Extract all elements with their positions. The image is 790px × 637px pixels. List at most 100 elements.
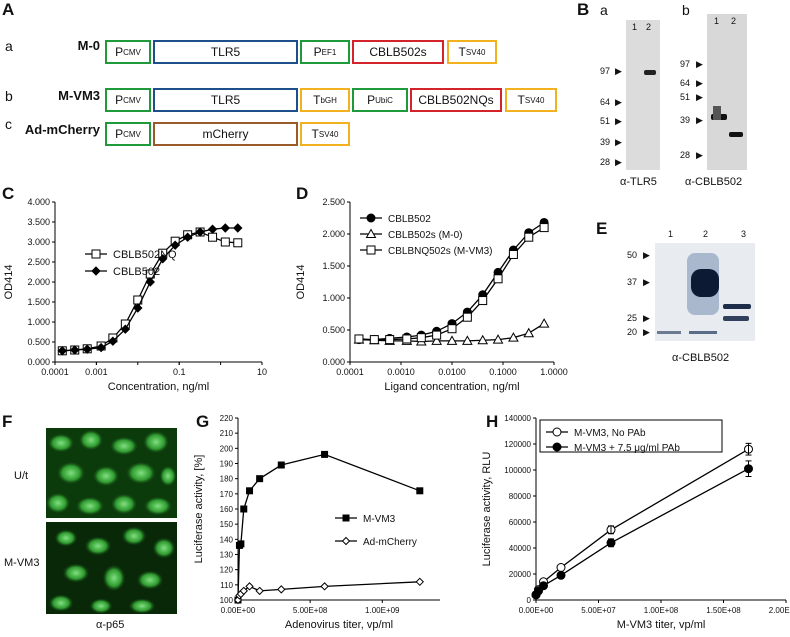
marker-arrow-icon: ▶ xyxy=(643,250,650,260)
e-band-lane3-b xyxy=(723,316,749,321)
y-tick-label: 0 xyxy=(527,596,532,605)
x-tick-label: 10 xyxy=(257,367,267,377)
blot-e xyxy=(655,243,755,341)
legend-label: M-VM3 + 7.5 μg/ml PAb xyxy=(574,443,680,454)
element-label: CBLB502s xyxy=(369,45,427,59)
e-band-lane1 xyxy=(657,331,681,334)
blot-a-marker-64: 64 xyxy=(600,97,611,107)
chart-g: 100 110 120 130 140 150 160 170 180 190 200 210 220 0… xyxy=(193,414,440,631)
blot-a-caption: α-TLR5 xyxy=(620,176,657,188)
element-subscript: bGH xyxy=(320,95,337,105)
legend-label: CBLB502NQ xyxy=(113,249,177,261)
legend-label: Ad-mCherry xyxy=(363,537,417,548)
blot-tlr5: 1 2 xyxy=(626,20,660,170)
legend-marker xyxy=(342,514,350,522)
y-tick-label: 3.000 xyxy=(27,237,50,247)
marker-arrow-icon: ▶ xyxy=(696,92,703,102)
data-point xyxy=(321,450,329,458)
x-tick-label: 0.0100 xyxy=(438,367,466,377)
x-tick-label: 0.001 xyxy=(85,367,108,377)
blot-b-marker-64: 64 xyxy=(680,78,691,88)
element-label: P xyxy=(313,45,322,59)
data-point xyxy=(237,540,245,548)
data-point xyxy=(508,332,519,342)
chart-c: 0.000 0.500 1.000 1.500 2.000 2.500 3.000 3.500… xyxy=(3,197,267,393)
blot-e-marker-37: 37 xyxy=(627,277,638,287)
element-subscript: SV40 xyxy=(524,95,545,105)
x-tick-label: 0.0010 xyxy=(387,367,415,377)
element-subscript: SV40 xyxy=(465,47,486,57)
y-tick-label: 130 xyxy=(220,551,234,560)
series-line xyxy=(535,448,749,596)
marker-arrow-icon: ▶ xyxy=(696,78,703,88)
series-1 xyxy=(57,223,243,356)
y-tick-label: 140000 xyxy=(504,414,531,423)
data-point xyxy=(233,238,243,248)
marker-arrow-icon: ▶ xyxy=(643,313,650,323)
data-point xyxy=(57,346,67,356)
construct-element: CBLB502s xyxy=(352,40,444,64)
cblb-band-2 xyxy=(729,132,743,137)
data-point xyxy=(239,586,248,596)
marker-arrow-icon: ▶ xyxy=(615,137,622,147)
data-point xyxy=(538,318,550,328)
x-axis-title: Concentration, ng/ml xyxy=(108,381,210,393)
data-point xyxy=(492,334,504,344)
y-tick-label: 2.500 xyxy=(322,197,345,207)
blot-a-lane-2: 2 xyxy=(646,22,652,32)
data-point xyxy=(447,324,457,334)
x-tick-label: 1.00E+09 xyxy=(365,606,400,615)
microscopy-caption: α-p65 xyxy=(96,619,125,631)
y-axis-title: Luciferase activity, RLU xyxy=(481,452,493,567)
legend-marker xyxy=(366,213,376,223)
element-subscript: CMV xyxy=(123,129,141,139)
data-point xyxy=(523,327,535,338)
element-label: P xyxy=(115,127,124,141)
legend-label: M-VM3, No PAb xyxy=(574,428,646,439)
blot-e-lane-3: 3 xyxy=(741,229,747,239)
y-tick-label: 1.000 xyxy=(27,317,50,327)
series-line xyxy=(237,581,420,601)
x-tick-label: 1.50E+08 xyxy=(706,606,741,615)
panel-c-letter: C xyxy=(2,184,15,203)
marker-arrow-icon: ▶ xyxy=(696,59,703,69)
construct-name-mvm3: M-VM3 xyxy=(58,88,100,103)
y-tick-label: 140 xyxy=(220,535,234,544)
element-label: mCherry xyxy=(202,127,249,141)
series-0 xyxy=(234,450,424,604)
legend-label: CBLB502 xyxy=(113,266,160,278)
panel-b-letter: B xyxy=(577,0,590,19)
legend-marker xyxy=(341,536,351,546)
panel-g-letter: G xyxy=(196,412,210,431)
marker-arrow-icon: ▶ xyxy=(696,115,703,125)
x-axis-title: Ligand concentration, ng/ml xyxy=(384,381,519,393)
y-tick-label: 1.000 xyxy=(322,293,345,303)
data-point xyxy=(120,324,131,334)
data-point xyxy=(462,312,472,322)
blot-b-letter: b xyxy=(682,2,690,18)
marker-arrow-icon: ▶ xyxy=(643,277,650,287)
blot-b-marker-97: 97 xyxy=(680,59,691,69)
x-tick-label: 0.00E+00 xyxy=(221,606,256,615)
panel-e-letter: E xyxy=(596,219,608,238)
x-tick-label: 1.0000 xyxy=(540,367,568,377)
microscopy-label-mvm3: M-VM3 xyxy=(4,557,40,569)
element-subscript: EF1 xyxy=(321,47,337,57)
series-2 xyxy=(354,223,549,345)
data-point xyxy=(508,249,518,259)
data-point xyxy=(539,581,548,591)
y-tick-label: 2.500 xyxy=(27,257,50,267)
x-tick-label: 5.00E+08 xyxy=(293,606,328,615)
data-point xyxy=(170,240,180,250)
y-tick-label: 2.000 xyxy=(322,229,345,239)
data-point xyxy=(432,330,442,340)
series-line xyxy=(535,468,749,596)
element-label: P xyxy=(115,45,124,59)
marker-arrow-icon: ▶ xyxy=(643,327,650,337)
data-point xyxy=(82,344,92,354)
y-tick-label: 200 xyxy=(220,444,234,453)
data-point xyxy=(461,335,473,345)
data-point xyxy=(556,563,566,572)
panel-f-letter: F xyxy=(2,412,13,431)
blot-e-lane-1: 1 xyxy=(668,229,674,239)
